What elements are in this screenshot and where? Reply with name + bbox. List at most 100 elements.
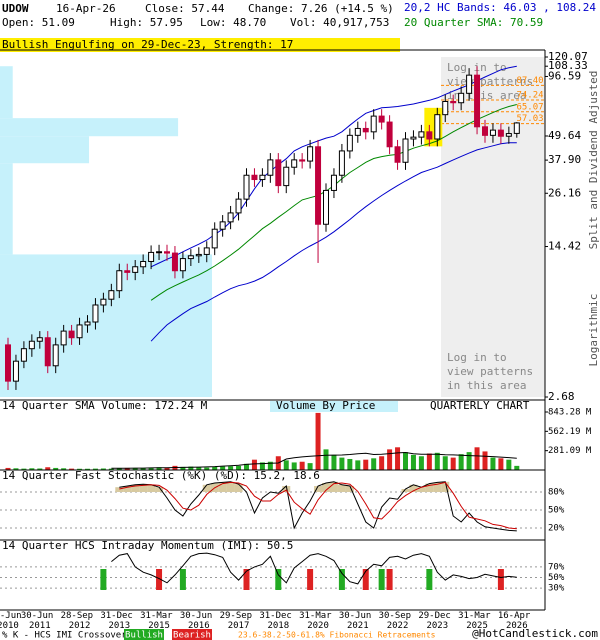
- overbought-fill: [147, 484, 156, 492]
- volume-by-price-bar: [0, 118, 179, 137]
- volume-by-price-bar: [0, 66, 13, 119]
- overbought-fill: [115, 487, 124, 492]
- volume-bar: [37, 468, 43, 470]
- volume-bar: [426, 453, 432, 470]
- x-label-line: 16-Apr: [498, 611, 536, 621]
- volume-bar: [61, 468, 67, 470]
- overbought-fill: [409, 484, 418, 492]
- candle-body: [84, 321, 91, 326]
- candle-body: [315, 146, 322, 225]
- candle-body: [489, 129, 496, 136]
- high: High: 57.95: [110, 16, 183, 29]
- x-label-line: 2022: [387, 621, 409, 631]
- volume-bar: [339, 457, 345, 470]
- low: Low: 48.70: [200, 16, 266, 29]
- candle-body: [418, 131, 425, 138]
- volume-bar: [506, 459, 512, 470]
- volume-bar: [220, 466, 226, 470]
- volume-bar: [228, 466, 234, 470]
- y-tick-label: 50%: [548, 506, 565, 516]
- y-tick-label: 120.07: [548, 50, 588, 63]
- y-tick-label: 26.16: [548, 186, 581, 199]
- candle-body: [148, 251, 155, 262]
- bearish-signal: [386, 569, 393, 590]
- candle-body: [92, 304, 99, 323]
- change: Change: 7.26 (+14.5 %): [248, 2, 394, 15]
- x-label-line: 2020: [307, 621, 329, 631]
- x-label-line: 31-Mar: [299, 611, 337, 621]
- y-tick-label: 20%: [548, 524, 565, 534]
- x-tick-label: 31-Mar 2025: [458, 611, 496, 631]
- locked-area: [441, 57, 545, 397]
- volume-by-price-bar: [0, 254, 212, 397]
- candle-body: [474, 74, 481, 128]
- overbought-fill: [417, 487, 426, 492]
- x-tick-label: 30-Jun 2016: [180, 611, 218, 631]
- volume-bar: [204, 467, 210, 470]
- vbp-label-bg: [270, 401, 398, 412]
- x-tick-label: 16-Apr 2026: [498, 611, 536, 631]
- volume-bar: [498, 458, 504, 470]
- x-label-line: 30-Jun: [339, 611, 377, 621]
- volume-bar: [53, 467, 59, 470]
- volume-bar: [180, 466, 186, 470]
- volume-bar: [307, 463, 313, 470]
- volume-bar: [331, 454, 337, 470]
- candle-body: [370, 115, 377, 133]
- volume-bar: [323, 449, 329, 470]
- volume-bar: [395, 447, 401, 470]
- overbought-fill: [425, 483, 434, 492]
- overbought-fill: [202, 484, 211, 492]
- panel-title: 14 Quarter Fast Stochastic (%K) (%D): 15…: [2, 469, 320, 482]
- volume-bar: [212, 466, 218, 470]
- overbought-fill: [139, 484, 148, 492]
- candle-body: [378, 115, 385, 123]
- x-label-line: 2011: [29, 621, 51, 631]
- bearish-signal: [497, 569, 504, 590]
- candle-body: [402, 138, 409, 163]
- volume-bar: [69, 468, 75, 470]
- volume-bar: [283, 460, 289, 470]
- candle-body: [116, 270, 123, 292]
- open: Open: 51.09: [2, 16, 75, 29]
- x-label-line: 28-Sep: [61, 611, 99, 621]
- y-tick-label: 2.68: [548, 390, 575, 403]
- volume-bar: [267, 461, 273, 470]
- volume-bar: [458, 454, 464, 470]
- volume-bar: [116, 468, 122, 470]
- volume-bar: [434, 452, 440, 470]
- volume-bar: [450, 457, 456, 470]
- volume-bar: [29, 468, 35, 470]
- y-tick-label: 37.90: [548, 153, 581, 166]
- volume-bar: [21, 468, 27, 470]
- candle-body: [187, 255, 194, 260]
- volume-bar: [259, 462, 265, 470]
- volume-bar: [164, 467, 170, 470]
- candle-body: [132, 266, 139, 273]
- login-line: in this area: [447, 379, 526, 392]
- overbought-fill: [131, 484, 140, 492]
- candle-body: [124, 270, 131, 273]
- x-label-line: 2015: [148, 621, 170, 631]
- bearish-signal: [243, 569, 250, 590]
- volume-bar: [387, 449, 393, 470]
- overbought-fill: [155, 487, 164, 492]
- x-label-line: 31-Mar: [140, 611, 178, 621]
- overlay-line: [150, 142, 517, 342]
- x-tick-label: 31-Dec 2013: [100, 611, 138, 631]
- candle-body: [28, 340, 35, 350]
- login-note: Log in to view patterns in this area: [447, 351, 540, 392]
- candle-body: [235, 198, 242, 214]
- y-tick-label: 96.59: [548, 69, 581, 82]
- x-tick-label: 31-Dec 2018: [259, 611, 297, 631]
- side-label: Logarithmic: [587, 294, 600, 367]
- close: Close: 57.44: [145, 2, 225, 15]
- candle-body: [330, 174, 337, 191]
- x-tick-label: 30-Jun 2010: [0, 611, 27, 631]
- overbought-fill: [401, 489, 410, 492]
- x-tick-label: 28-Sep 2012: [61, 611, 99, 631]
- x-tick-label: 30-Jun 2011: [21, 611, 59, 631]
- panel-title: 14 Quarter HCS Intraday Momentum (IMI): …: [2, 539, 293, 552]
- candle-body: [354, 127, 361, 136]
- x-label-line: 30-Jun: [180, 611, 218, 621]
